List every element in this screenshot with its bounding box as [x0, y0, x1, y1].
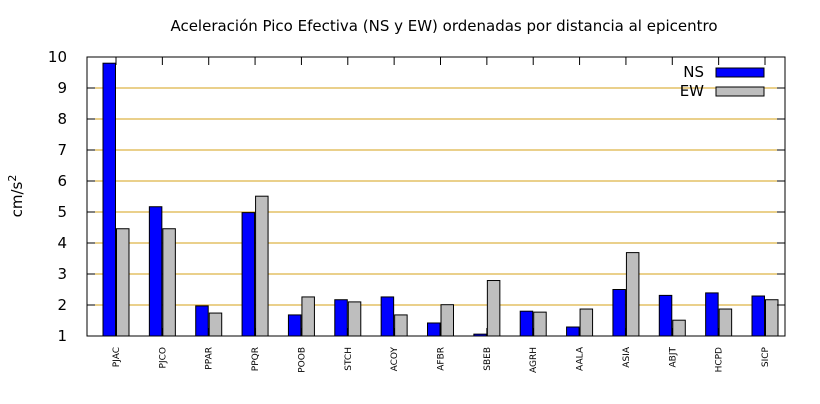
bar-ew-afbr — [440, 304, 454, 337]
y-ticks: 1 2 3 4 5 6 7 8 9 10 — [48, 48, 785, 345]
bar-ns-pjac — [102, 62, 116, 337]
y-axis-label: cm/s2 — [6, 175, 26, 218]
x-tick-label: AALA — [576, 346, 586, 371]
y-tick-label: 6 — [57, 172, 67, 190]
x-tick-label: HCPD — [715, 347, 725, 372]
x-tick-label: AFBR — [437, 347, 447, 371]
y-tick-label: 8 — [57, 110, 67, 128]
y-axis-label-unit: cm/s — [8, 181, 26, 217]
legend-label-ew: EW — [680, 82, 704, 100]
bar-ew-abjt — [672, 319, 686, 337]
y-tick-label: 4 — [57, 234, 67, 252]
bar-ew-pjac — [116, 228, 130, 337]
bar-ew-hcpd — [718, 308, 733, 337]
bar-ew-poob — [301, 296, 315, 337]
bar-ns-aala — [566, 326, 580, 337]
bar-ew-sicp — [765, 299, 779, 337]
bars — [102, 62, 779, 337]
x-tick-label: ASIA — [622, 346, 632, 368]
bar-ns-agrh — [519, 310, 534, 337]
bar-ns-afbr — [427, 322, 441, 337]
x-tick-label: PPAR — [205, 347, 215, 370]
bar-ew-asia — [625, 252, 640, 337]
x-tick-label: AGRH — [529, 347, 539, 373]
x-tick-label: SBEB — [483, 347, 493, 371]
bar-ns-acoy — [380, 296, 395, 337]
x-tick-label: PPQR — [251, 347, 261, 371]
bar-ew-acoy — [394, 314, 408, 337]
chart-title: Aceleración Pico Efectiva (NS y EW) orde… — [170, 17, 717, 35]
y-tick-label: 1 — [57, 327, 67, 345]
x-tick-label: STCH — [344, 347, 354, 371]
bar-ew-agrh — [533, 311, 547, 337]
x-ticks: PJAC PJCO PPAR PPQR POOB STCH ACOY AFBR SBEB AGRH… — [112, 57, 771, 373]
gridlines — [87, 87, 785, 306]
y-tick-label: 7 — [57, 141, 67, 159]
x-tick-label: PJCO — [158, 347, 168, 368]
bar-ns-sicp — [751, 295, 765, 337]
bar-ns-abjt — [658, 294, 673, 337]
bar-ns-ppqr — [241, 212, 256, 337]
y-tick-label: 9 — [57, 79, 67, 97]
y-tick-label: 2 — [57, 296, 67, 314]
bar-ns-ppar — [195, 305, 209, 337]
legend-swatch-ew — [715, 86, 765, 97]
legend-swatch-ns — [715, 67, 765, 78]
x-tick-label: POOB — [297, 347, 307, 373]
bar-ew-ppar — [208, 312, 223, 337]
bar-ns-stch — [334, 299, 348, 337]
bar-ns-asia — [612, 289, 626, 337]
bar-ew-sbeb — [486, 280, 501, 337]
legend-label-ns: NS — [683, 63, 704, 81]
bar-ew-ppqr — [255, 195, 269, 337]
y-tick-label: 10 — [48, 48, 67, 66]
axes — [86, 56, 786, 337]
x-tick-label: PJAC — [112, 347, 122, 367]
bar-ew-stch — [347, 301, 362, 337]
bar-ns-hcpd — [705, 292, 719, 337]
x-tick-label: SICP — [761, 346, 771, 367]
plot-border — [86, 56, 786, 337]
x-tick-label: ACOY — [390, 347, 400, 372]
bar-ew-pjco — [162, 228, 176, 337]
y-axis-label-exponent: 2 — [6, 175, 19, 182]
y-tick-label: 3 — [57, 265, 67, 283]
y-tick-label: 5 — [57, 203, 67, 221]
bar-ew-aala — [579, 308, 594, 337]
x-tick-label: ABJT — [668, 346, 678, 367]
bar-ns-poob — [287, 314, 302, 337]
bar-ns-pjco — [148, 206, 163, 337]
